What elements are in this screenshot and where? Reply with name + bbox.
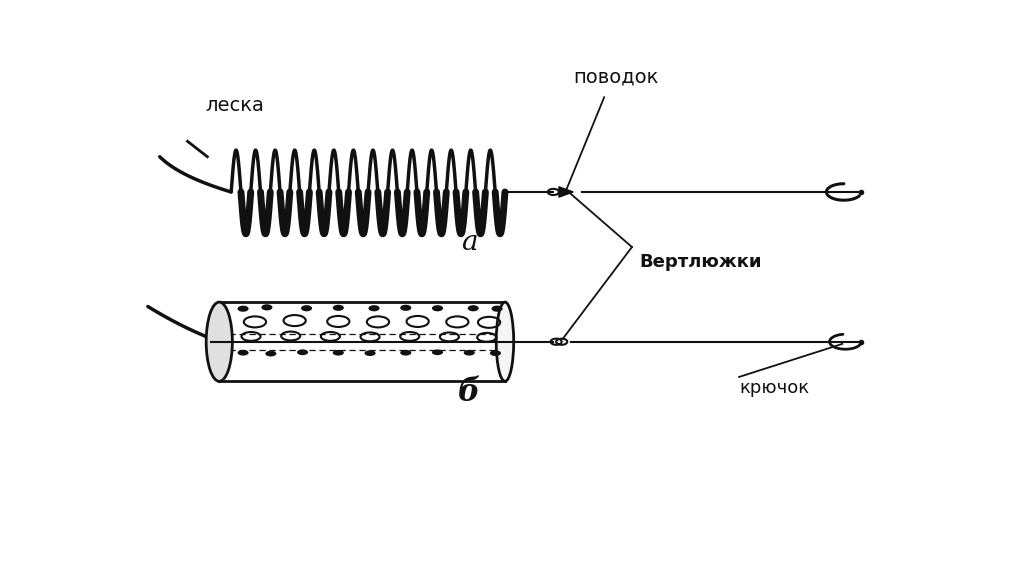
Text: леска: леска	[206, 96, 264, 115]
Text: б: б	[459, 377, 480, 408]
Text: крючок: крючок	[739, 379, 809, 397]
Ellipse shape	[497, 302, 514, 382]
Ellipse shape	[489, 350, 501, 356]
Ellipse shape	[492, 305, 503, 312]
Ellipse shape	[468, 305, 479, 311]
Ellipse shape	[432, 349, 443, 355]
Ellipse shape	[301, 305, 312, 311]
Polygon shape	[559, 187, 573, 197]
Ellipse shape	[206, 302, 232, 382]
Ellipse shape	[261, 304, 272, 311]
Ellipse shape	[265, 351, 276, 356]
Ellipse shape	[238, 305, 249, 312]
Ellipse shape	[365, 350, 376, 356]
Ellipse shape	[333, 350, 344, 356]
Ellipse shape	[432, 305, 443, 311]
Ellipse shape	[238, 350, 249, 356]
Ellipse shape	[297, 349, 308, 355]
Text: поводок: поводок	[573, 67, 658, 86]
Text: а: а	[461, 229, 477, 256]
Ellipse shape	[369, 305, 380, 311]
Text: Вертлюжки: Вертлюжки	[640, 253, 763, 272]
Ellipse shape	[400, 350, 412, 356]
Ellipse shape	[464, 350, 475, 356]
Bar	[219, 302, 505, 382]
Ellipse shape	[400, 305, 412, 311]
Ellipse shape	[333, 305, 344, 311]
